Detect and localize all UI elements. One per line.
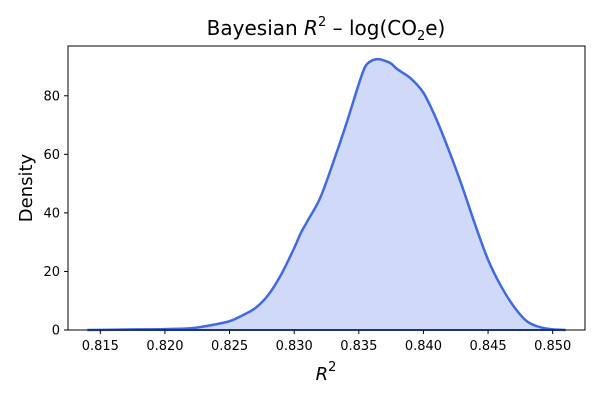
y-tick-label: 20 xyxy=(43,265,60,280)
y-tick-label: 40 xyxy=(43,206,60,221)
y-tick-label: 0 xyxy=(52,324,60,339)
axes-frame xyxy=(67,45,586,331)
x-tick-label: 0.835 xyxy=(340,339,377,354)
x-tick-label: 0.820 xyxy=(146,339,183,354)
y-tick-label: 80 xyxy=(43,89,60,104)
density-area-fill xyxy=(87,59,566,331)
x-axis-ticks: 0.815 0.820 0.825 0.830 0.835 0.840 0.845 0.850 xyxy=(82,330,571,354)
x-tick-label: 0.850 xyxy=(534,339,571,354)
x-tick-label: 0.830 xyxy=(276,339,313,354)
y-axis-label: Density xyxy=(16,153,37,222)
y-tick-label: 60 xyxy=(43,148,60,163)
x-tick-label: 0.845 xyxy=(469,339,506,354)
chart-title: Bayesian R2 – log(CO2e) xyxy=(207,15,446,44)
plot-area xyxy=(87,57,566,332)
x-axis-label: R2 xyxy=(316,360,337,385)
chart-title-text: Bayesian R2 – log(CO2e) xyxy=(207,15,446,44)
density-curve-line xyxy=(87,57,566,332)
x-tick-label: 0.840 xyxy=(405,339,442,354)
x-tick-label: 0.825 xyxy=(211,339,248,354)
x-tick-label: 0.815 xyxy=(82,339,119,354)
y-axis-ticks: 0 20 40 60 80 xyxy=(43,89,68,339)
